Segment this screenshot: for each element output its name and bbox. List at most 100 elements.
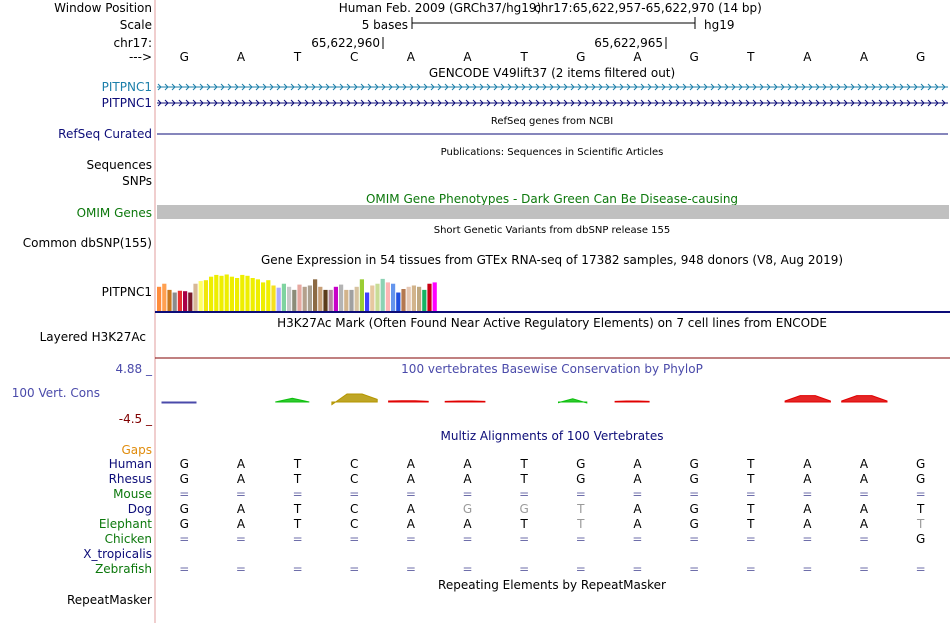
gtex-bar-3[interactable]: [172, 292, 177, 311]
gtex-bar-36[interactable]: [344, 289, 349, 311]
gtex-bar-10[interactable]: [209, 276, 214, 311]
strand-arrow-52: [521, 99, 526, 107]
gtex-bar-39[interactable]: [359, 279, 364, 311]
species-row-dog[interactable]: Dog G A T C A G G T A G T A A T: [128, 502, 925, 516]
snps-label[interactable]: SNPs: [122, 174, 152, 188]
gtex-bar-22[interactable]: [271, 285, 276, 311]
gtex-bar-4[interactable]: [177, 290, 182, 311]
omim-track[interactable]: OMIM Gene Phenotypes - Dark Green Can Be…: [77, 192, 949, 220]
gtex-bar-8[interactable]: [198, 281, 203, 311]
gtex-bar-13[interactable]: [224, 274, 229, 311]
gtex-bar-12[interactable]: [219, 275, 224, 311]
gtex-bar-29[interactable]: [307, 285, 312, 311]
gtex-bar-53[interactable]: [432, 282, 437, 311]
gtex-bar-16[interactable]: [240, 274, 245, 311]
gtex-bar-37[interactable]: [349, 289, 354, 311]
gtex-bar-46[interactable]: [396, 292, 401, 311]
species-label[interactable]: Dog: [128, 502, 152, 516]
gtex-bar-40[interactable]: [365, 292, 370, 311]
omim-label[interactable]: OMIM Genes: [77, 206, 152, 220]
gtex-bar-35[interactable]: [339, 284, 344, 311]
strand-arrow-43: [458, 83, 463, 91]
gtex-bar-20[interactable]: [261, 282, 266, 311]
species-row-mouse[interactable]: Mouse = = = = = = = = = = = = = =: [113, 487, 926, 501]
gtex-bar-48[interactable]: [406, 286, 411, 311]
repeatmasker-track[interactable]: Repeating Elements by RepeatMasker Repea…: [67, 578, 666, 607]
gencode-track[interactable]: GENCODE V49lift37 (2 items filtered out)…: [102, 66, 948, 110]
gtex-label[interactable]: PITPNC1: [102, 285, 152, 299]
gtex-bar-5[interactable]: [183, 291, 188, 311]
gtex-bar-11[interactable]: [214, 274, 219, 311]
gtex-bar-19[interactable]: [255, 279, 260, 311]
gtex-bar-30[interactable]: [313, 279, 318, 311]
gtex-bar-7[interactable]: [193, 283, 198, 311]
gtex-bar-17[interactable]: [245, 275, 250, 311]
gtex-bar-15[interactable]: [235, 278, 240, 311]
gtex-bar-34[interactable]: [333, 286, 338, 311]
gtex-bar-31[interactable]: [318, 286, 323, 311]
sequences-label[interactable]: Sequences: [87, 158, 152, 172]
species-label[interactable]: Zebrafish: [95, 562, 152, 576]
publications-track[interactable]: Publications: Sequences in Scientific Ar…: [87, 147, 664, 188]
gtex-bar-25[interactable]: [287, 286, 292, 311]
species-label[interactable]: Rhesus: [109, 472, 152, 486]
gtex-bar-33[interactable]: [328, 289, 333, 311]
gtex-bar-9[interactable]: [203, 280, 208, 311]
species-row-human[interactable]: Human G A T C A A T G A G T A A G: [109, 457, 926, 471]
species-label[interactable]: Elephant: [99, 517, 152, 531]
species-row-x_tropicalis[interactable]: X_tropicalis: [83, 547, 152, 561]
gtex-bar-0[interactable]: [157, 286, 162, 311]
gtex-bar-23[interactable]: [276, 287, 281, 311]
gtex-bar-51[interactable]: [422, 289, 427, 311]
species-label[interactable]: Human: [109, 457, 152, 471]
species-row-chicken[interactable]: Chicken = = = = = = = = = = = = = G: [105, 532, 926, 546]
refseq-label[interactable]: RefSeq Curated: [58, 127, 152, 141]
gtex-bar-38[interactable]: [354, 286, 359, 311]
species-label[interactable]: Mouse: [113, 487, 152, 501]
gtex-bar-28[interactable]: [302, 286, 307, 311]
gtex-bar-45[interactable]: [391, 283, 396, 311]
gtex-bar-41[interactable]: [370, 285, 375, 311]
omim-gene-bar[interactable]: [157, 205, 949, 219]
gtex-bar-26[interactable]: [292, 289, 297, 311]
gtex-bar-50[interactable]: [417, 286, 422, 311]
gtex-track[interactable]: Gene Expression in 54 tissues from GTEx …: [102, 253, 950, 313]
gtex-bar-24[interactable]: [281, 283, 286, 311]
gtex-bar-21[interactable]: [266, 280, 271, 311]
species-label[interactable]: Chicken: [105, 532, 152, 546]
gene-label-2[interactable]: PITPNC1: [102, 96, 152, 110]
gtex-bar-43[interactable]: [380, 278, 385, 311]
dbsnp-label[interactable]: Common dbSNP(155): [23, 236, 152, 250]
species-label[interactable]: X_tropicalis: [83, 547, 152, 561]
dbsnp-track[interactable]: Short Genetic Variants from dbSNP releas…: [23, 225, 670, 250]
gtex-bar-49[interactable]: [411, 285, 416, 311]
phylop-label[interactable]: 100 Vert. Cons: [12, 386, 100, 400]
gtex-bar-2[interactable]: [167, 289, 172, 311]
gaps-label[interactable]: Gaps: [121, 443, 152, 457]
strand-arrow-100: [857, 83, 862, 91]
h3k27ac-label[interactable]: Layered H3K27Ac: [40, 330, 146, 344]
gtex-bar-6[interactable]: [188, 292, 193, 311]
gene-label-1[interactable]: PITPNC1: [102, 80, 152, 94]
gtex-bar-44[interactable]: [385, 282, 390, 311]
refseq-track[interactable]: RefSeq genes from NCBI RefSeq Curated: [58, 116, 948, 141]
gtex-bar-52[interactable]: [427, 283, 432, 311]
phylop-track[interactable]: 100 vertebrates Basewise Conservation by…: [12, 362, 888, 426]
gtex-bar-47[interactable]: [401, 289, 406, 311]
gtex-bar-27[interactable]: [297, 284, 302, 311]
multiz-track[interactable]: Multiz Alignments of 100 Vertebrates Gap…: [83, 429, 925, 576]
species-row-elephant[interactable]: Elephant G A T C A A T T A G T A A T: [99, 517, 925, 531]
gtex-bar-1[interactable]: [162, 283, 167, 311]
gtex-bar-18[interactable]: [250, 278, 255, 311]
gtex-bar-42[interactable]: [375, 283, 380, 311]
species-row-zebrafish[interactable]: Zebrafish = = = = = = = = = = = = = =: [95, 562, 926, 576]
ruler-header[interactable]: Window Position Scale chr17: ---> Human …: [54, 1, 925, 64]
gtex-bar-chart[interactable]: [157, 274, 437, 311]
repeatmasker-label[interactable]: RepeatMasker: [67, 593, 152, 607]
phylop-signal[interactable]: [161, 393, 888, 406]
gtex-bar-14[interactable]: [229, 276, 234, 311]
h3k27ac-track[interactable]: H3K27Ac Mark (Often Found Near Active Re…: [40, 316, 950, 359]
gtex-bar-32[interactable]: [323, 289, 328, 311]
species-row-rhesus[interactable]: Rhesus G A T C A A T G A G T A A G: [109, 472, 926, 486]
